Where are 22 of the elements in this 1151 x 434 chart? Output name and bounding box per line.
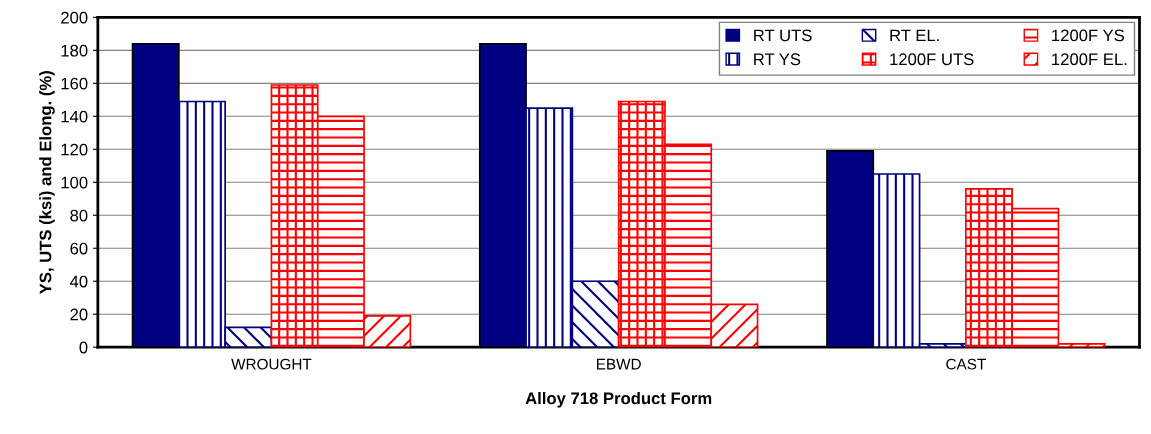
y-tick-label: 160	[61, 77, 88, 90]
x-tick-label: CAST	[946, 358, 986, 370]
legend-label: 1200F UTS	[890, 53, 974, 66]
y-tick-label: 80	[70, 209, 88, 222]
y-axis-title: YS, UTS (ksi) and Elong. (%)	[39, 71, 55, 295]
legend-label: RT EL.	[890, 29, 939, 42]
x-axis-title: Alloy 718 Product Form	[525, 392, 712, 408]
legend-label: 1200F YS	[1052, 29, 1124, 42]
y-tick-label: 100	[61, 176, 88, 189]
legend-label: RT UTS	[754, 29, 812, 42]
x-tick-label: WROUGHT	[231, 358, 312, 370]
legend-label: 1200F EL.	[1052, 53, 1127, 66]
y-tick-label: 120	[61, 143, 88, 156]
y-tick-label: 40	[69, 275, 88, 288]
y-tick-label: 20	[70, 308, 88, 321]
y-tick-label: 140	[61, 110, 88, 123]
y-tick-label: 200	[61, 11, 88, 24]
y-tick-label: 60	[70, 242, 88, 255]
legend-label: RT YS	[754, 53, 801, 66]
y-tick-label: 0	[79, 341, 88, 354]
x-tick-label: EBWD	[597, 358, 641, 370]
y-tick-label: 180	[61, 44, 88, 57]
